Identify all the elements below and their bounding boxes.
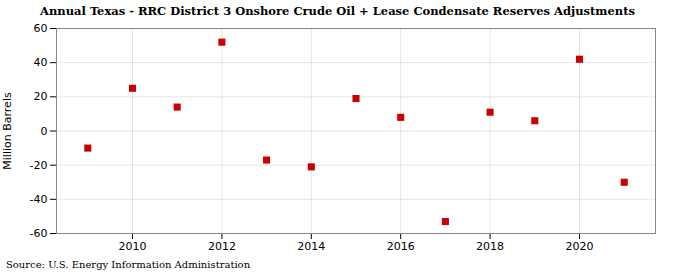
svg-text:40: 40 [34,57,48,70]
svg-text:2014: 2014 [297,241,325,254]
svg-text:-40: -40 [30,193,48,206]
svg-text:-60: -60 [30,227,48,240]
svg-text:Million Barrels: Million Barrels [1,92,14,170]
svg-text:20: 20 [34,91,48,104]
svg-text:2010: 2010 [118,241,146,254]
svg-text:-20: -20 [30,159,48,172]
svg-text:2020: 2020 [566,241,594,254]
svg-text:2018: 2018 [476,241,504,254]
svg-text:0: 0 [41,125,48,138]
html-text:Source: U.S. Energy Informatio: Source: U.S. Energy Information Administ… [6,259,251,271]
svg-text:2012: 2012 [208,241,236,254]
svg-text:2016: 2016 [387,241,415,254]
html-text:Annual Texas - RRC District 3: Annual Texas - RRC District 3 Onshore Cr… [40,4,635,18]
svg-text:60: 60 [34,22,48,35]
